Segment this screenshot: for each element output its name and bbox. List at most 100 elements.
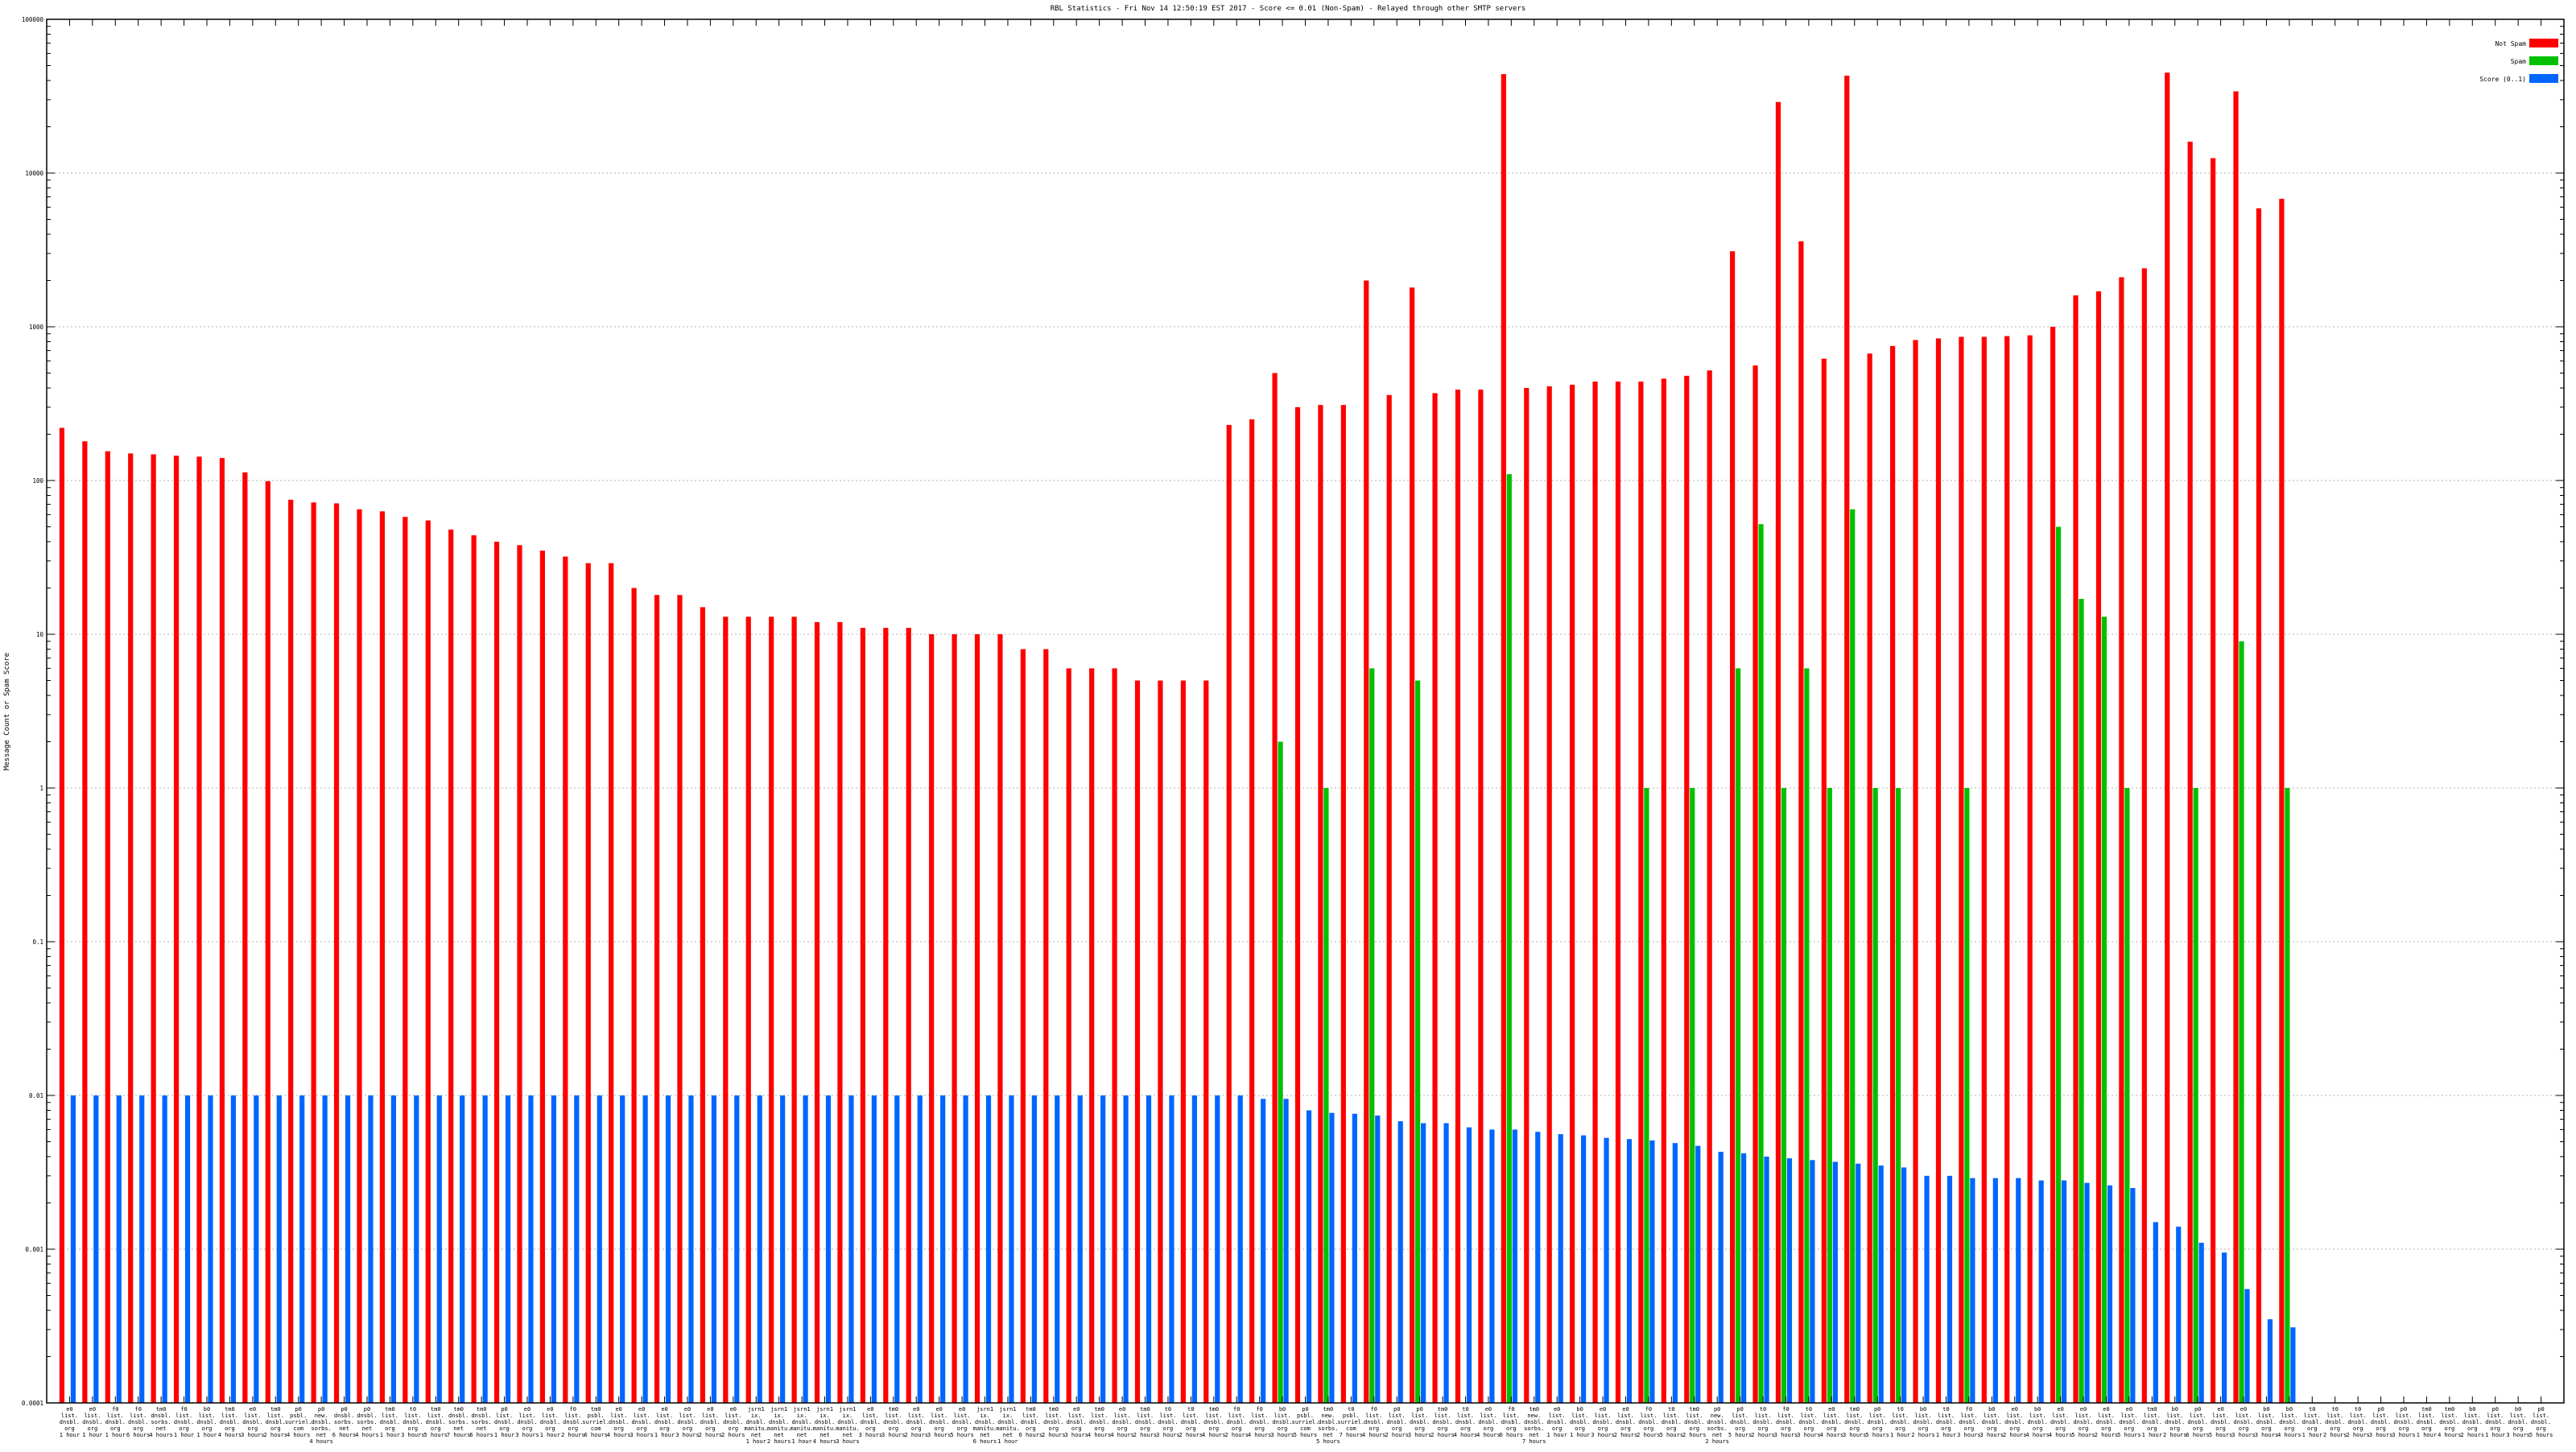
x-tick-label: tm0 list. dnsbl. org 2 hours — [1133, 1406, 1158, 1438]
legend-swatch — [2529, 74, 2558, 83]
bar-spam — [1850, 509, 1856, 1403]
legend: Not Spam Spam Score (0..1) — [2479, 39, 2558, 83]
x-tick-label: f0 list. dnsbl. org 3 hours — [1957, 1406, 1981, 1438]
bar-score-0-1 — [162, 1095, 167, 1403]
x-tick-label: b0 list. dnsbl. org 1 hour — [196, 1406, 217, 1438]
bar-not-spam — [1020, 649, 1026, 1403]
bar-not-spam — [2073, 295, 2079, 1404]
bar-score-0-1 — [1558, 1134, 1563, 1403]
x-tick-label: p0 list. dnsbl. org 1 hour — [2485, 1406, 2505, 1438]
bar-not-spam — [1501, 74, 1506, 1403]
bar-score-0-1 — [757, 1095, 762, 1403]
x-tick-label: f0 list. dnsbl. org 4 hours — [1362, 1406, 1386, 1438]
x-tick-label: b0 list. dnsbl. org 3 hours — [1270, 1406, 1294, 1438]
x-tick-label: e0 list. dnsbl. org 4 hours — [607, 1406, 631, 1438]
bar-score-0-1 — [2221, 1252, 2227, 1403]
bar-score-0-1 — [1100, 1095, 1106, 1403]
bar-not-spam — [1798, 241, 1804, 1403]
bar-score-0-1 — [1695, 1145, 1701, 1403]
bar-score-0-1 — [1489, 1129, 1495, 1403]
bar-score-0-1 — [299, 1095, 305, 1403]
bar-not-spam — [288, 499, 294, 1403]
legend-swatch — [2529, 56, 2558, 65]
bar-not-spam — [997, 634, 1003, 1403]
x-tick-label: tm0 dnsbl. sorbs. net 6 hours — [469, 1406, 493, 1438]
bar-score-0-1 — [2176, 1227, 2182, 1403]
bar-score-0-1 — [1741, 1153, 1747, 1403]
bar-not-spam — [2165, 72, 2170, 1403]
bar-score-0-1 — [1397, 1120, 1403, 1403]
bar-not-spam — [883, 628, 889, 1403]
y-tick-label: 1000 — [29, 324, 44, 331]
bar-spam — [1804, 668, 1810, 1403]
bar-score-0-1 — [1878, 1165, 1884, 1403]
bar-not-spam — [128, 453, 134, 1403]
bar-spam — [2056, 526, 2062, 1403]
bar-not-spam — [837, 621, 843, 1403]
bar-score-0-1 — [1375, 1115, 1381, 1403]
bar-not-spam — [585, 563, 591, 1403]
bar-score-0-1 — [2198, 1243, 2204, 1403]
bar-score-0-1 — [1992, 1178, 1998, 1403]
x-tick-label: tm0 list. dnsbl. org 2 hours — [1042, 1406, 1066, 1438]
bar-score-0-1 — [985, 1095, 992, 1403]
x-tick-label: tm0 list. dnsbl. org 3 hours — [881, 1406, 906, 1438]
bar-not-spam — [929, 634, 935, 1403]
bar-not-spam — [1707, 370, 1712, 1403]
x-tick-label: b0 list. dnsbl. org 4 hours — [2277, 1406, 2301, 1438]
x-tick-label: t0 list. dnsbl. org 4 hours — [1454, 1406, 1478, 1438]
bar-score-0-1 — [1421, 1123, 1426, 1403]
x-tick-label: p0 dnsbl. sorbs. net 4 hours — [355, 1406, 379, 1438]
bar-score-0-1 — [322, 1095, 328, 1403]
bar-spam — [1781, 788, 1787, 1403]
x-tick-label: f0 list. dnsbl. org 2 hours — [1637, 1406, 1661, 1438]
x-tick-label: tm0 list. dnsbl. org 3 hours — [1843, 1406, 1867, 1438]
bar-not-spam — [2279, 198, 2285, 1403]
bar-not-spam — [1570, 384, 1575, 1404]
bar-score-0-1 — [414, 1095, 419, 1403]
x-tick-label: e0 list. dnsbl. org 4 hours — [1476, 1406, 1501, 1438]
bar-score-0-1 — [597, 1095, 602, 1403]
bar-score-0-1 — [1283, 1099, 1289, 1403]
bar-not-spam — [1272, 373, 1278, 1404]
bar-not-spam — [700, 607, 705, 1403]
bar-score-0-1 — [642, 1095, 648, 1403]
bar-spam — [1827, 788, 1832, 1403]
bar-score-0-1 — [871, 1095, 877, 1403]
bar-not-spam — [1661, 378, 1666, 1403]
bar-not-spam — [1432, 393, 1438, 1403]
bar-score-0-1 — [2107, 1185, 2113, 1403]
x-tick-label: t0 list. dnsbl. org 3 hours — [401, 1406, 425, 1438]
bar-score-0-1 — [1946, 1175, 1953, 1403]
bar-score-0-1 — [93, 1095, 99, 1403]
chart-title: RBL Statistics - Fri Nov 14 12:50:19 EST… — [1051, 5, 1526, 13]
bar-score-0-1 — [1832, 1161, 1838, 1403]
bar-score-0-1 — [1810, 1160, 1815, 1403]
bar-not-spam — [448, 529, 454, 1403]
bar-score-0-1 — [1649, 1140, 1655, 1403]
x-tick-label: t0 list. dnsbl. org 1 hour — [2302, 1406, 2322, 1438]
bar-score-0-1 — [1764, 1157, 1769, 1403]
bar-not-spam — [1478, 390, 1484, 1403]
bar-score-0-1 — [551, 1095, 556, 1403]
bar-not-spam — [402, 517, 408, 1403]
bar-score-0-1 — [2038, 1180, 2044, 1403]
y-tick-label: 100 — [32, 477, 43, 485]
bar-not-spam — [1844, 76, 1850, 1403]
bar-spam — [1690, 788, 1695, 1403]
bar-not-spam — [723, 617, 729, 1403]
bar-score-0-1 — [1009, 1095, 1014, 1403]
bar-spam — [1736, 668, 1741, 1403]
bar-score-0-1 — [2290, 1327, 2296, 1403]
x-tick-label: e0 list. dnsbl. org 1 hour — [1547, 1406, 1567, 1438]
bar-spam — [2079, 598, 2084, 1403]
x-tick-label: tm0 list. dnsbl. org 4 hours — [218, 1406, 242, 1438]
bar-not-spam — [2256, 208, 2262, 1403]
bar-not-spam — [563, 556, 568, 1403]
bar-score-0-1 — [2130, 1187, 2136, 1403]
bar-spam — [2101, 617, 2107, 1403]
x-tick-label: e0 list. dnsbl. org 5 hours — [2071, 1406, 2095, 1438]
bar-not-spam — [265, 481, 270, 1403]
bar-score-0-1 — [894, 1095, 900, 1403]
